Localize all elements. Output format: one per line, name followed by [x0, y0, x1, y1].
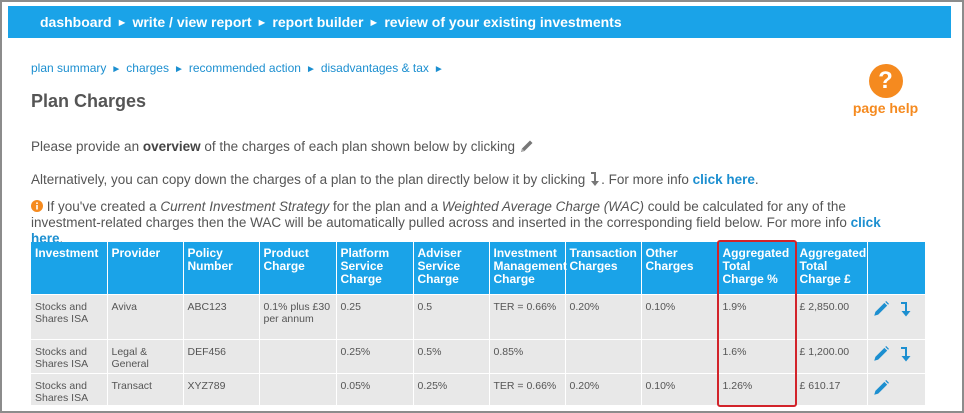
header-aggregated-total-charge-gbp: Aggregated Total Charge £	[795, 242, 868, 294]
arrow-down-icon[interactable]	[900, 345, 912, 366]
table-header-row: Investment Provider Policy Number Produc…	[31, 242, 926, 294]
instruction-text: .	[754, 172, 759, 188]
arrow-down-icon[interactable]	[900, 300, 912, 321]
instruction-text: Please provide an	[31, 139, 143, 155]
cell-aggregated-total-charge-pct: 1.9%	[718, 293, 796, 339]
header-aggregated-total-charge-pct: Aggregated Total Charge %	[718, 242, 796, 294]
cell-transaction-charges	[565, 338, 642, 373]
cell-platform-service-charge: 0.25%	[336, 338, 414, 373]
cell-platform-service-charge: 0.05%	[336, 372, 414, 405]
breadcrumb-charges[interactable]: charges	[126, 61, 169, 75]
breadcrumb-plan-summary[interactable]: plan summary	[31, 61, 107, 75]
cell-investment: Stocks and Shares ISA	[31, 293, 108, 339]
nav-separator-icon: ►	[368, 17, 380, 29]
cell-policy-number: DEF456	[183, 338, 260, 373]
cell-policy-number: ABC123	[183, 293, 260, 339]
header-investment: Investment	[31, 242, 108, 294]
nav-review-existing-investments[interactable]: review of your existing investments	[384, 14, 622, 30]
table-row: Stocks and Shares ISA Transact XYZ789 0.…	[31, 372, 926, 405]
cell-provider: Legal & General	[107, 338, 184, 373]
header-platform-service-charge: Platform Service Charge	[336, 242, 414, 294]
breadcrumb-separator-icon: ►	[111, 64, 122, 75]
header-other-charges: Other Charges	[641, 242, 719, 294]
question-icon: ?	[868, 64, 903, 98]
breadcrumb-recommended-action[interactable]: recommended action	[188, 61, 301, 75]
breadcrumb: plan summary ► charges ► recommended action ►…	[31, 61, 449, 75]
cell-aggregated-total-charge-gbp: £ 2,850.00	[795, 293, 868, 339]
cell-adviser-service-charge: 0.5	[413, 293, 490, 339]
click-here-link[interactable]: click here	[692, 172, 755, 188]
header-adviser-service-charge: Adviser Service Charge	[413, 242, 490, 294]
table-row: Stocks and Shares ISA Legal & General DE…	[31, 338, 926, 373]
breadcrumb-disadvantages-tax[interactable]: disadvantages & tax	[320, 61, 429, 75]
cell-actions	[867, 372, 926, 405]
page-title: Plan Charges	[31, 91, 147, 111]
header-product-charge: Product Charge	[259, 242, 337, 294]
arrow-down-icon	[589, 171, 601, 190]
instruction-copy-down: Alternatively, you can copy down the cha…	[31, 171, 759, 190]
instruction-text: Alternatively, you can copy down the cha…	[31, 172, 586, 188]
page-help-label: page help	[852, 100, 919, 116]
note-text: could be calculated for any of the inves…	[31, 199, 851, 230]
instruction-text: . For more info	[601, 172, 693, 188]
note-text: .	[59, 231, 64, 246]
note-italic: Current Investment Strategy	[160, 199, 330, 214]
instruction-text: of the charges of each plan shown below …	[200, 139, 516, 155]
breadcrumb-separator-icon: ►	[305, 64, 316, 75]
wac-note: If you've created a Current Investment S…	[31, 199, 911, 247]
cell-investment: Stocks and Shares ISA	[31, 338, 108, 373]
header-actions	[867, 242, 926, 294]
nav-separator-icon: ►	[256, 17, 268, 29]
cell-policy-number: XYZ789	[183, 372, 260, 405]
cell-aggregated-total-charge-gbp: £ 1,200.00	[795, 338, 868, 373]
cell-investment-management-charge: TER = 0.66%	[489, 372, 566, 405]
cell-adviser-service-charge: 0.5%	[413, 338, 490, 373]
cell-product-charge: 0.1% plus £30 per annum	[259, 293, 337, 339]
note-text: If you've created a	[46, 199, 161, 214]
cell-product-charge	[259, 372, 337, 405]
cell-other-charges: 0.10%	[641, 372, 719, 405]
cell-investment-management-charge: TER = 0.66%	[489, 293, 566, 339]
header-transaction-charges: Transaction Charges	[565, 242, 642, 294]
cell-product-charge	[259, 338, 337, 373]
charges-table: Investment Provider Policy Number Produc…	[31, 242, 926, 405]
pencil-icon	[519, 138, 535, 157]
cell-investment: Stocks and Shares ISA	[31, 372, 108, 405]
cell-aggregated-total-charge-pct: 1.26%	[718, 372, 796, 405]
breadcrumb-separator-icon: ►	[433, 64, 444, 75]
instruction-overview: Please provide an overview of the charge…	[31, 138, 535, 157]
cell-investment-management-charge: 0.85%	[489, 338, 566, 373]
cell-adviser-service-charge: 0.25%	[413, 372, 490, 405]
nav-report-builder[interactable]: report builder	[272, 14, 364, 30]
nav-separator-icon: ►	[116, 17, 128, 29]
cell-transaction-charges: 0.20%	[565, 372, 642, 405]
breadcrumb-separator-icon: ►	[173, 64, 184, 75]
note-italic: Weighted Average Charge (WAC)	[441, 199, 644, 214]
nav-write-view-report[interactable]: write / view report	[132, 14, 252, 30]
header-policy-number: Policy Number	[183, 242, 260, 294]
instruction-bold: overview	[142, 139, 201, 155]
cell-transaction-charges: 0.20%	[565, 293, 642, 339]
cell-other-charges	[641, 338, 719, 373]
cell-aggregated-total-charge-gbp: £ 610.17	[795, 372, 868, 405]
top-nav: dashboard ► write / view report ► report bui…	[8, 6, 951, 38]
page-help-button[interactable]: ? page help	[848, 64, 923, 116]
pencil-icon[interactable]	[872, 379, 890, 400]
cell-provider: Transact	[107, 372, 184, 405]
cell-actions	[867, 338, 926, 373]
pencil-icon[interactable]	[872, 345, 890, 366]
header-provider: Provider	[107, 242, 184, 294]
pencil-icon[interactable]	[872, 300, 890, 321]
cell-other-charges: 0.10%	[641, 293, 719, 339]
info-icon	[31, 199, 47, 214]
header-investment-management-charge: Investment Management Charge	[489, 242, 567, 294]
cell-actions	[867, 293, 926, 339]
nav-dashboard[interactable]: dashboard	[40, 14, 112, 30]
table-row: Stocks and Shares ISA Aviva ABC123 0.1% …	[31, 293, 926, 339]
note-text: for the plan and a	[329, 199, 442, 214]
cell-aggregated-total-charge-pct: 1.6%	[718, 338, 796, 373]
cell-provider: Aviva	[107, 293, 184, 339]
cell-platform-service-charge: 0.25	[336, 293, 414, 339]
